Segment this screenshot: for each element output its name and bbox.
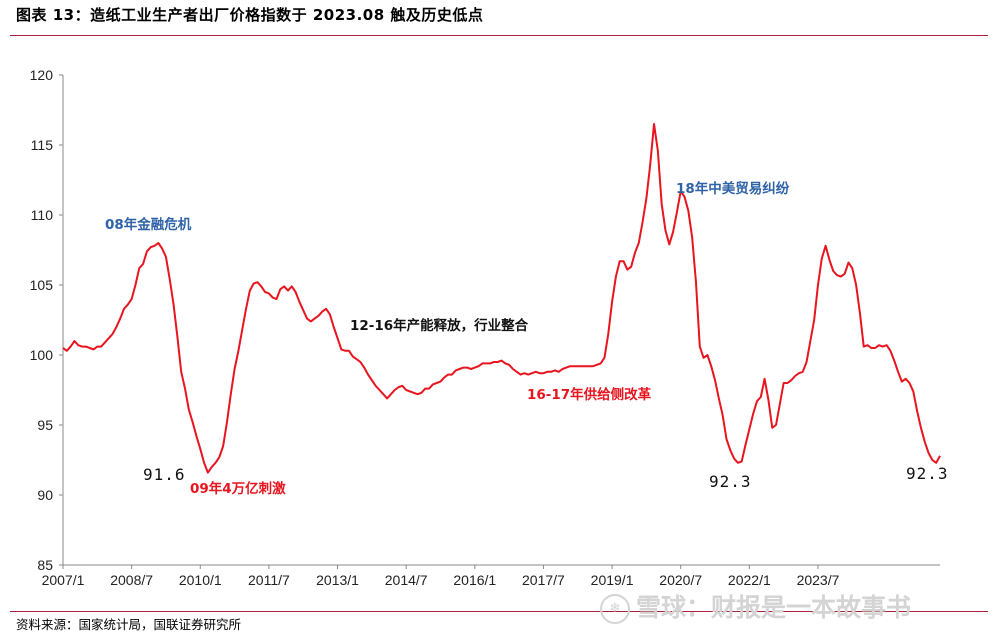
x-tick-label: 2007/1	[42, 572, 85, 588]
x-tick-label: 2022/1	[728, 572, 771, 588]
x-tick-label: 2011/7	[248, 572, 290, 588]
watermark-text: 雪球：财报是一本故事书	[636, 593, 912, 622]
x-tick-label: 2010/1	[179, 572, 222, 588]
annotation-label: 08年金融危机	[105, 216, 192, 233]
y-tick-label: 90	[37, 487, 53, 503]
x-tick-label: 2008/7	[110, 572, 153, 588]
annotation-label: 16-17年供给侧改革	[527, 386, 652, 403]
annotation-label: 09年4万亿刺激	[190, 480, 286, 497]
annotation-label: 92.3	[906, 464, 949, 483]
watermark: ❄ 雪球：财报是一本故事书	[600, 588, 911, 624]
x-tick-label: 2017/7	[522, 572, 565, 588]
annotation-label: 12-16年产能释放，行业整合	[350, 317, 529, 334]
x-axis-ticks: 2007/1 2008/7 2010/1 2011/7 2013/1 2014/7 2016…	[42, 565, 840, 588]
y-tick-label: 95	[37, 417, 53, 433]
y-axis-ticks: 85 90 95 100 105 110 115 120	[30, 67, 63, 573]
series-line-paper-ppi	[62, 123, 941, 474]
y-tick-label: 115	[31, 137, 54, 153]
y-tick-label: 110	[31, 207, 54, 223]
y-tick-label: 105	[30, 277, 54, 293]
footer-divider	[10, 611, 988, 612]
annotation-label: 18年中美贸易纠纷	[676, 180, 790, 197]
y-tick-label: 100	[30, 347, 54, 363]
source-note: 资料来源：国家统计局，国联证券研究所	[16, 617, 242, 632]
title-divider	[10, 35, 988, 36]
chart-axes	[62, 75, 940, 566]
y-tick-label: 85	[37, 557, 53, 573]
page-title: 图表 13：造纸工业生产者出厂价格指数于 2023.08 触及历史低点	[16, 6, 484, 24]
x-tick-label: 2016/1	[453, 572, 496, 588]
x-tick-label: 2013/1	[316, 572, 359, 588]
x-tick-label: 2019/1	[591, 572, 634, 588]
x-tick-label: 2023/7	[797, 572, 840, 588]
annotation-label: 92.3	[709, 472, 752, 491]
annotation-label: 91.6	[143, 465, 186, 484]
y-tick-label: 120	[30, 67, 54, 83]
snowball-logo-icon: ❄	[600, 594, 630, 624]
x-tick-label: 2020/7	[659, 572, 702, 588]
x-tick-label: 2014/7	[385, 572, 428, 588]
